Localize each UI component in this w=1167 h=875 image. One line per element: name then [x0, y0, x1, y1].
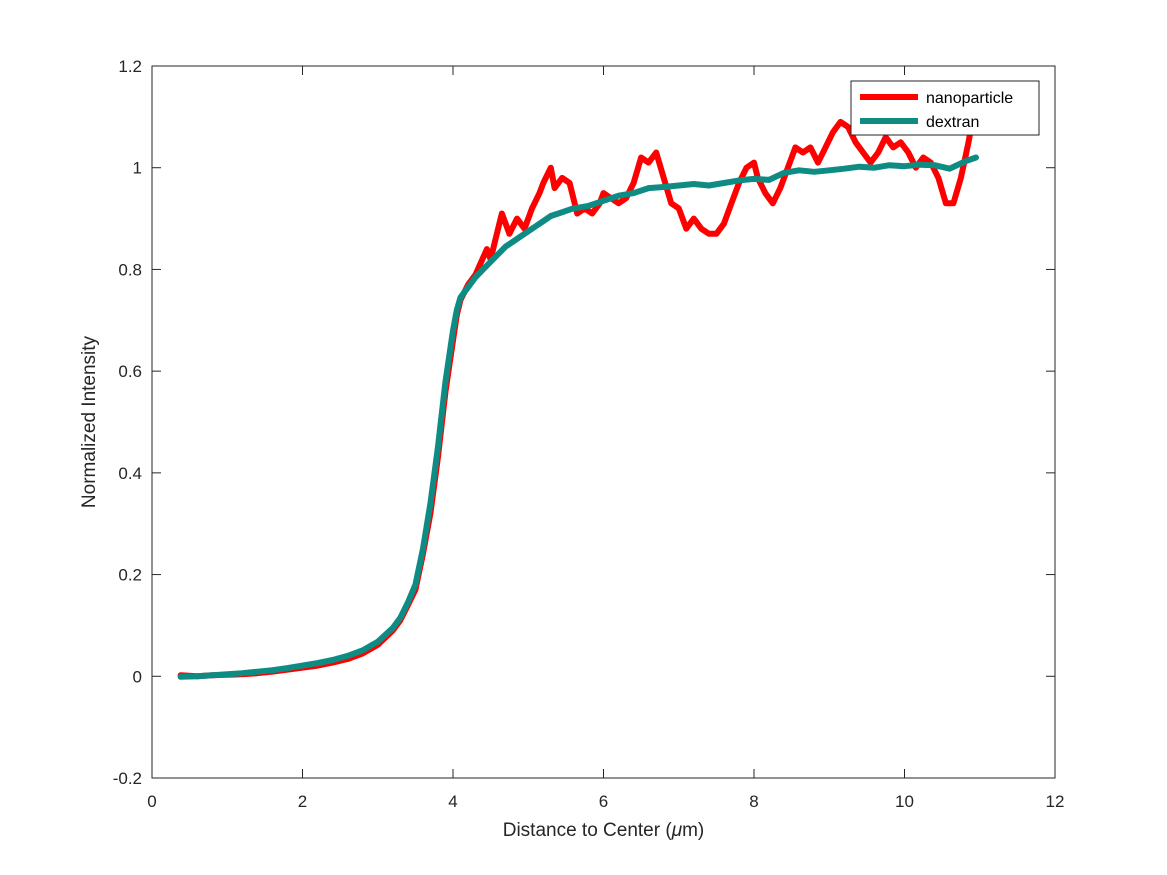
y-tick-label: 1: [133, 159, 142, 178]
y-axis-label: Normalized Intensity: [79, 335, 100, 508]
y-tick-label: -0.2: [113, 769, 142, 788]
x-axis-label-suffix: m): [682, 820, 704, 841]
x-axis-label-prefix: Distance to Center (: [503, 820, 673, 841]
y-tick-label: 0.2: [118, 566, 142, 585]
x-tick-label: 4: [448, 792, 457, 811]
y-tick-label: 0.4: [118, 464, 142, 483]
x-tick-label: 8: [749, 792, 758, 811]
x-axis-label-greek: μ: [671, 820, 683, 841]
series-layer: [177, 103, 979, 680]
series-line-dextran: [177, 154, 979, 680]
ticks-layer: 0 2 4 6 8 10 12 -0.2 0 0.2 0.4 0.6 0.8 1 1.2: [113, 57, 1065, 811]
x-tick-label: 0: [147, 792, 156, 811]
legend-label-nanoparticle: nanoparticle: [926, 90, 1013, 107]
plot-area: [152, 66, 1055, 778]
legend: nanoparticle dextran: [850, 80, 1040, 136]
legend-box: [850, 80, 1040, 136]
y-tick-label: 1.2: [118, 57, 142, 76]
x-tick-label: 12: [1046, 792, 1065, 811]
x-tick-label: 2: [298, 792, 307, 811]
x-tick-label: 6: [599, 792, 608, 811]
y-tick-label: 0.8: [118, 260, 142, 279]
x-axis-label: Distance to Center (μm): [503, 820, 705, 841]
x-tick-label: 10: [895, 792, 914, 811]
legend-label-dextran: dextran: [926, 114, 979, 131]
y-tick-label: 0.6: [118, 362, 142, 381]
y-tick-label: 0: [133, 667, 142, 686]
